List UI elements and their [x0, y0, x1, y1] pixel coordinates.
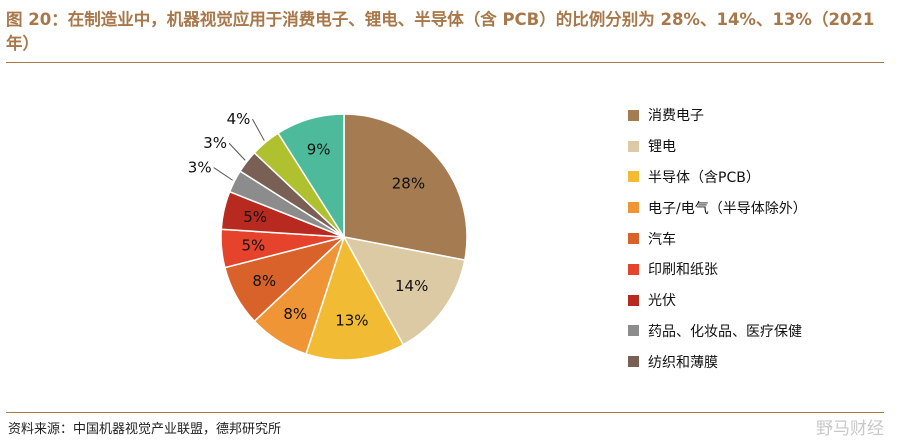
legend-item-1: 锂电: [628, 131, 807, 162]
title-divider: [6, 62, 884, 63]
legend-swatch-1: [628, 140, 639, 152]
slice-label-9: 4%: [227, 110, 251, 128]
chart-title: 图 20：在制造业中，机器视觉应用于消费电子、锂电、半导体（含 PCB）的比例分…: [6, 10, 875, 53]
slice-label-1: 14%: [395, 277, 428, 295]
slice-label-6: 5%: [243, 208, 267, 226]
legend-item-7: 药品、化妆品、医疗保健: [628, 316, 807, 347]
slice-label-4: 8%: [252, 272, 276, 290]
legend-item-6: 光伏: [628, 285, 807, 316]
slice-label-0: 28%: [392, 175, 425, 193]
legend-swatch-6: [628, 294, 639, 306]
legend-item-0: 消费电子: [628, 100, 807, 131]
slice-label-5: 5%: [241, 237, 265, 255]
legend-swatch-4: [628, 233, 639, 245]
slice-label-8: 3%: [203, 134, 227, 152]
legend: 消费电子锂电半导体（含PCB） 电子/电气（半导体除外） 汽车印刷和纸张光伏药品、化…: [628, 100, 807, 377]
legend-label-0: 消费电子: [648, 108, 704, 125]
source-divider: [6, 412, 884, 413]
legend-label-6: 光伏: [648, 293, 676, 310]
legend-swatch-8: [628, 356, 639, 368]
leader-line-8: [228, 142, 246, 161]
pie-slice-1: [342, 235, 466, 346]
slice-label-7: 3%: [188, 159, 212, 177]
legend-item-8: 纺织和薄膜: [628, 346, 807, 377]
slice-label-2: 13%: [335, 311, 368, 329]
legend-label-1: 锂电: [648, 139, 676, 156]
legend-label-5: 印刷和纸张: [648, 262, 718, 279]
leader-line-9: [252, 118, 265, 141]
legend-item-3: 电子/电气（半导体除外）: [628, 192, 807, 223]
legend-label-3: 电子/电气（半导体除外）: [648, 200, 807, 217]
legend-swatch-2: [628, 171, 639, 183]
legend-label-4: 汽车: [648, 231, 676, 248]
legend-item-2: 半导体（含PCB）: [628, 162, 807, 193]
legend-swatch-3: [628, 202, 639, 214]
legend-item-4: 汽车: [628, 223, 807, 254]
pie-slice-0: [343, 113, 468, 261]
legend-swatch-0: [628, 109, 639, 121]
source-note: 资料来源：中国机器视觉产业联盟，德邦研究所: [8, 422, 282, 437]
legend-item-5: 印刷和纸张: [628, 254, 807, 285]
leader-line-7: [213, 167, 233, 181]
legend-swatch-5: [628, 263, 639, 275]
slice-label-3: 8%: [283, 305, 307, 323]
legend-label-7: 药品、化妆品、医疗保健: [648, 323, 802, 340]
watermark: 野马财经: [816, 419, 884, 439]
pie-slice-10: [277, 113, 345, 240]
legend-label-2: 半导体（含PCB）: [648, 169, 760, 186]
legend-label-8: 纺织和薄膜: [648, 354, 718, 371]
pie-slice-2: [305, 235, 405, 361]
legend-swatch-7: [628, 325, 639, 337]
slice-label-10: 9%: [307, 141, 331, 159]
